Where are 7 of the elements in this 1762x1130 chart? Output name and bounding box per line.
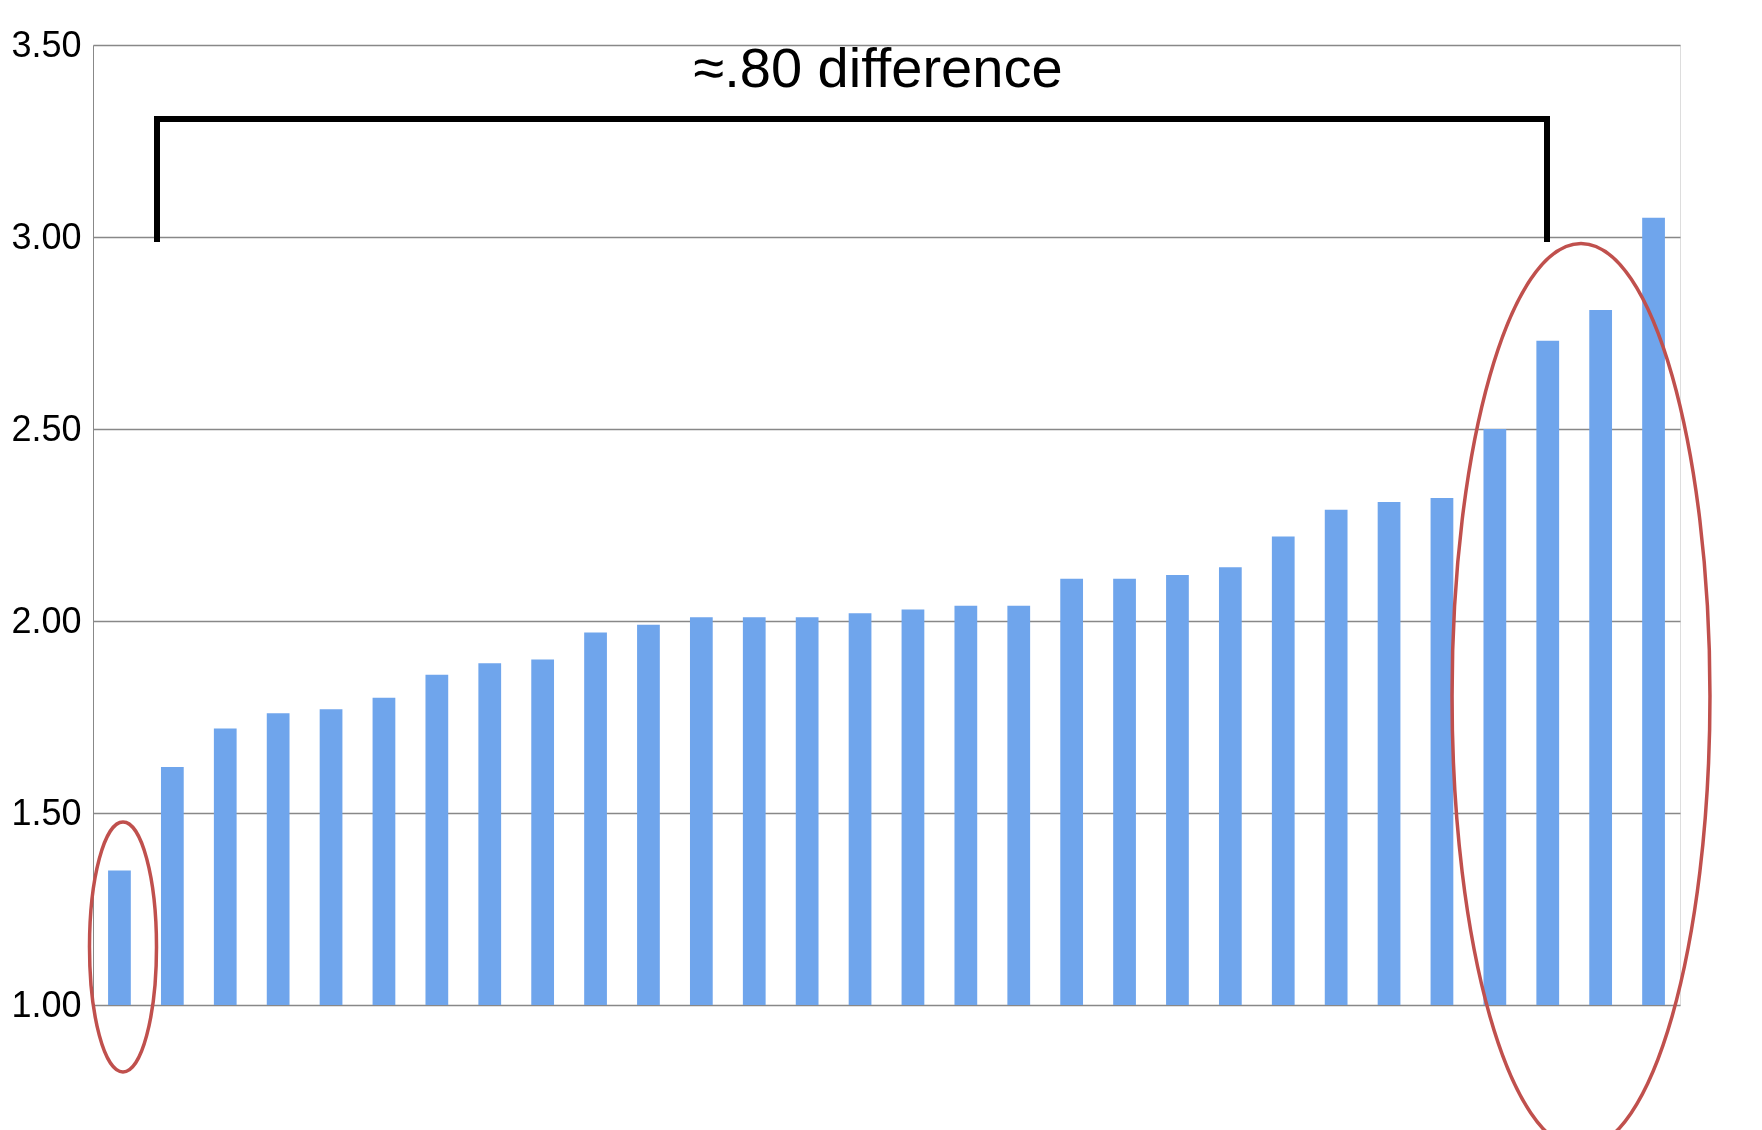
annotation: ≈.80 difference <box>693 36 1063 99</box>
y-tick-label: 2.00 <box>11 599 82 641</box>
y-tick-label: 1.50 <box>11 791 82 833</box>
y-tick-label: 1.00 <box>11 983 82 1025</box>
y-tick-label: 3.50 <box>11 23 82 65</box>
y-tick-label: 2.50 <box>11 407 82 449</box>
y-tick-label: 3.00 <box>11 215 82 257</box>
